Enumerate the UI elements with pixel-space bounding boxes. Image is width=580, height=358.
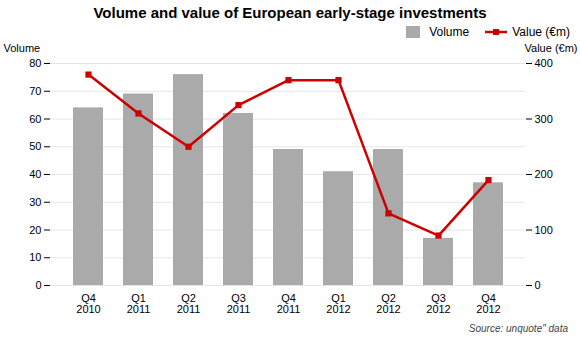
svg-text:40: 40 — [29, 168, 41, 180]
svg-text:60: 60 — [29, 113, 41, 125]
svg-text:20: 20 — [29, 224, 41, 236]
html-text:Volume and value of European e: Volume and value of European early-stage… — [93, 4, 487, 21]
svg-text:Q42011: Q42011 — [277, 292, 301, 315]
html-text:Volume: Volume — [429, 25, 470, 39]
svg-text:80: 80 — [29, 57, 41, 69]
svg-text:10: 10 — [29, 251, 41, 263]
svg-text:Q42012: Q42012 — [476, 292, 500, 315]
svg-text:100: 100 — [535, 224, 553, 236]
svg-text:30: 30 — [29, 196, 41, 208]
svg-text:Volume: Volume — [4, 42, 41, 54]
svg-text:0: 0 — [35, 279, 41, 291]
svg-text:200: 200 — [535, 168, 553, 180]
svg-text:Q12012: Q12012 — [326, 292, 350, 315]
svg-text:Q42010: Q42010 — [76, 292, 100, 315]
svg-text:Q32011: Q32011 — [227, 292, 251, 315]
svg-text:300: 300 — [535, 113, 553, 125]
svg-text:Q22012: Q22012 — [376, 292, 400, 315]
svg-text:400: 400 — [535, 57, 553, 69]
svg-text:Q32012: Q32012 — [426, 292, 450, 315]
svg-text:50: 50 — [29, 140, 41, 152]
svg-text:Value (€m): Value (€m) — [525, 42, 578, 54]
svg-text:70: 70 — [29, 85, 41, 97]
svg-text:0: 0 — [535, 279, 541, 291]
html-text:Source: unquote" data: Source: unquote" data — [468, 323, 568, 334]
svg-text:Q22011: Q22011 — [177, 292, 201, 315]
svg-text:Q12011: Q12011 — [127, 292, 151, 315]
html-text:Value (€m): Value (€m) — [512, 25, 570, 39]
